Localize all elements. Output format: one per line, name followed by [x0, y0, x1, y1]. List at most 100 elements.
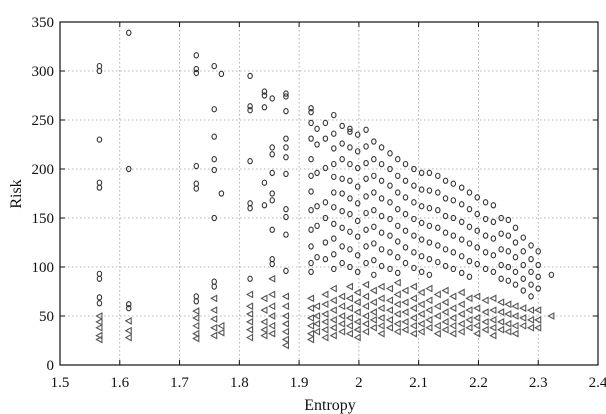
- circle-point: [450, 197, 457, 204]
- triangle-point: [393, 278, 401, 287]
- circle-point: [474, 260, 480, 268]
- circle-point: [125, 301, 132, 308]
- triangle-point: [369, 298, 377, 307]
- circle-point: [426, 239, 433, 246]
- circle-point: [283, 108, 289, 115]
- circle-point: [331, 251, 337, 258]
- circle-point: [450, 265, 457, 273]
- y-tick-label: 350: [32, 15, 55, 31]
- triangle-point: [489, 315, 497, 324]
- triangle-point: [210, 294, 218, 303]
- circle-point: [363, 209, 369, 217]
- circle-point: [211, 133, 217, 140]
- circle-point: [308, 207, 314, 214]
- triangle-point: [449, 321, 457, 330]
- triangle-point: [306, 314, 315, 322]
- circle-point: [411, 215, 417, 223]
- circle-point: [490, 252, 497, 259]
- circle-point: [322, 239, 329, 246]
- triangle-point: [425, 296, 433, 305]
- triangle-point: [449, 304, 457, 313]
- triangle-point: [417, 310, 425, 318]
- circle-point: [387, 199, 393, 206]
- circle-point: [378, 144, 385, 151]
- triangle-point: [401, 325, 409, 334]
- triangle-point: [465, 315, 473, 324]
- circle-point: [418, 236, 425, 243]
- circle-point: [498, 261, 504, 269]
- circle-point: [418, 169, 425, 177]
- triangle-point: [433, 312, 441, 320]
- triangle-point: [268, 302, 276, 311]
- circle-point: [331, 235, 337, 242]
- triangle-point: [547, 312, 555, 320]
- y-tick-label: 50: [39, 309, 54, 325]
- circle-point: [283, 90, 289, 97]
- circle-point: [269, 226, 275, 233]
- circle-point: [435, 224, 441, 231]
- circle-point: [394, 222, 401, 229]
- circle-point: [314, 141, 320, 148]
- circle-point: [535, 261, 541, 269]
- triangle-point: [260, 317, 268, 326]
- triangle-point: [497, 298, 505, 307]
- triangle-point: [306, 304, 315, 313]
- triangle-point: [377, 329, 385, 338]
- circle-point: [512, 281, 519, 288]
- data-points: [95, 29, 555, 350]
- triangle-point: [312, 312, 321, 320]
- triangle-point: [281, 319, 290, 328]
- circle-point: [308, 243, 314, 250]
- y-tick-label: 250: [32, 113, 55, 129]
- circle-point: [269, 151, 275, 158]
- circle-point: [331, 111, 337, 119]
- circle-point: [247, 107, 253, 114]
- circle-point: [474, 227, 480, 234]
- x-tick-label: 1.8: [230, 375, 249, 391]
- circle-point: [394, 238, 401, 245]
- circle-point: [418, 219, 425, 227]
- circle-point: [411, 264, 417, 272]
- triangle-point: [369, 315, 377, 324]
- triangle-point: [497, 317, 505, 326]
- triangle-point: [401, 317, 409, 326]
- circle-point: [402, 177, 409, 184]
- triangle-point: [526, 323, 535, 332]
- triangle-point: [192, 329, 200, 338]
- circle-point: [411, 199, 417, 206]
- circle-point: [466, 189, 473, 196]
- circle-point: [528, 256, 534, 263]
- circle-point: [498, 246, 504, 253]
- x-tick-label: 2.4: [589, 375, 606, 391]
- triangle-point: [504, 300, 512, 309]
- triangle-point: [281, 341, 290, 350]
- triangle-point: [481, 317, 489, 326]
- circle-point: [520, 234, 527, 241]
- circle-point: [371, 189, 377, 196]
- circle-point: [354, 148, 361, 155]
- circle-point: [354, 268, 361, 276]
- circle-point: [435, 172, 441, 180]
- circle-point: [371, 172, 377, 180]
- circle-point: [96, 136, 103, 143]
- triangle-point: [338, 327, 346, 336]
- circle-point: [458, 201, 465, 208]
- triangle-point: [449, 292, 457, 301]
- circle-point: [426, 205, 433, 212]
- triangle-point: [268, 290, 276, 299]
- circle-point: [125, 165, 132, 173]
- y-tick-label: 0: [47, 358, 55, 374]
- triangle-point: [353, 325, 361, 334]
- x-tick-label: 1.5: [51, 375, 70, 391]
- triangle-point: [217, 328, 225, 337]
- triangle-point: [369, 308, 377, 317]
- circle-point: [387, 150, 393, 157]
- circle-point: [261, 179, 268, 186]
- triangle-point: [95, 312, 103, 320]
- triangle-point: [481, 308, 489, 317]
- triangle-point: [473, 321, 481, 330]
- triangle-point: [519, 304, 527, 313]
- triangle-point: [321, 310, 329, 318]
- triangle-point: [449, 329, 457, 338]
- circle-point: [331, 265, 337, 273]
